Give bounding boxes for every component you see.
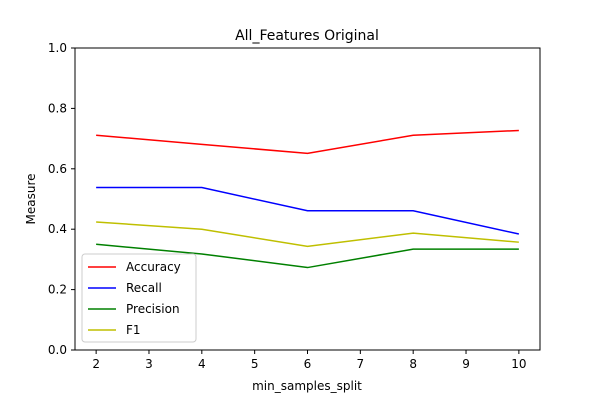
series-line-f1 [96,221,519,248]
y-axis: 0.0 0.2 0.4 0.6 0.8 1.0 [48,41,75,357]
x-tick-label: 4 [198,357,206,371]
x-axis: 2 3 4 5 6 7 8 9 10 [92,350,527,371]
chart-title: All_Features Original [235,28,379,44]
legend-label-f1: F1 [126,323,141,337]
legend-label-precision: Precision [126,302,180,316]
y-tick-label: 0.8 [48,101,67,115]
x-tick-label: 10 [511,357,526,371]
y-tick-label: 0.0 [48,343,67,357]
legend-label-accuracy: Accuracy [126,260,181,274]
x-tick-label: 5 [251,357,259,371]
x-tick-label: 7 [357,357,365,371]
x-tick-label: 6 [304,357,312,371]
series-line-precision [96,243,519,269]
y-axis-label: Measure [24,174,38,225]
series-line-recall [96,186,520,235]
x-tick-label: 9 [462,357,470,371]
y-tick-label: 0.2 [48,283,67,297]
legend: Accuracy Recall Precision F1 [81,253,197,343]
series-lines [96,129,520,269]
y-tick-label: 0.4 [48,222,67,236]
x-tick-label: 8 [409,357,417,371]
x-tick-label: 2 [92,357,100,371]
legend-box [81,253,197,343]
y-tick-label: 0.6 [48,162,67,176]
series-line-accuracy [96,129,519,155]
x-tick-label: 3 [145,357,153,371]
y-tick-label: 1.0 [48,41,67,55]
x-axis-label: min_samples_split [252,379,362,393]
legend-label-recall: Recall [126,281,162,295]
